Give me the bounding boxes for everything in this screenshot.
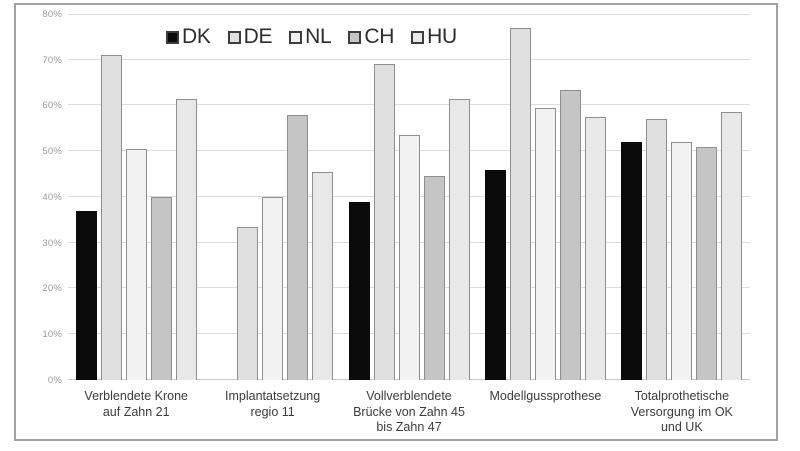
legend-label-hu: HU [427,25,457,48]
bar-nl [398,135,420,380]
y-tick-label: 60% [42,100,62,111]
bar-nl [125,148,147,380]
legend-label-ch: CH [364,25,395,48]
gridline-70% [68,59,750,60]
legend-swatch-de [227,30,241,44]
category-label-cell: Verblendete Krone auf Zahn 21 [68,389,204,436]
legend-item-de: DE [227,25,273,49]
bar-ch [287,114,309,380]
category-label: Modellgussprothese [489,389,602,403]
bar-de [509,27,531,380]
bar-nl [262,197,284,380]
bar-group [341,14,477,380]
category-label: Verblendete Krone auf Zahn 21 [84,389,188,419]
bar-hu [584,116,606,380]
legend-item-dk: DK [166,25,211,49]
bar-dk [348,201,370,380]
bar-hu [721,112,743,380]
legend-swatch-ch [348,30,362,44]
category-label-cell: Implantatsetzung regio 11 [204,389,340,436]
y-tick-label: 70% [42,55,62,66]
legend-label-de: DE [243,25,273,48]
bar-nl [534,107,556,380]
bar-ch [696,146,718,380]
category-label: Vollverblendete Brücke von Zahn 45 bis Z… [353,389,465,434]
bar-ch [559,89,581,380]
legend-item-ch: CH [348,25,394,49]
bar-group [614,14,750,380]
bar-de [646,119,668,380]
gridline-60% [68,104,750,105]
bar-hu [175,98,197,380]
bar-groups [68,14,750,380]
bar-group [477,14,613,380]
bar-hu [312,171,334,380]
chart-frame: 0% 10% 20% 30% 40% 50% 60% 70% 80% Verblendete K… [14,3,778,441]
legend-swatch-hu [411,30,425,44]
bar-ch [423,176,445,380]
y-tick-label: 0% [47,375,62,386]
legend-swatch-dk [166,30,179,44]
legend-label-dk: DK [182,25,211,48]
bar-group [204,14,340,380]
bar-dk [621,142,643,380]
y-tick-label: 50% [42,146,62,157]
legend-label-nl: NL [305,25,332,48]
bar-ch [150,197,172,380]
category-label: Implantatsetzung regio 11 [225,389,321,419]
y-tick-label: 40% [42,192,62,203]
legend: DK DE NL CH HU [166,25,457,49]
category-label-cell: Modellgussprothese [477,389,613,436]
category-label: Totalprothetische Versorgung im OK und U… [630,389,733,434]
y-tick-label: 30% [42,238,62,249]
bar-de [373,64,395,380]
category-label-cell: Totalprothetische Versorgung im OK und U… [614,389,750,436]
legend-item-hu: HU [411,25,457,49]
y-tick-label: 10% [42,329,62,340]
bar-nl [671,142,693,380]
y-tick-label: 80% [42,9,62,20]
bar-de [237,226,259,380]
x-axis-labels: Verblendete Krone auf Zahn 21 Implantatse… [68,389,750,436]
bar-dk [484,169,506,380]
legend-item-nl: NL [289,25,332,49]
bar-hu [448,98,470,380]
y-tick-label: 20% [42,283,62,294]
plot-area [68,14,750,380]
legend-swatch-nl [289,30,303,44]
category-label-cell: Vollverblendete Brücke von Zahn 45 bis Z… [341,389,477,436]
bar-dk [75,210,97,380]
gridline-80% [68,14,750,15]
bar-de [100,55,122,380]
bar-group [68,14,204,380]
